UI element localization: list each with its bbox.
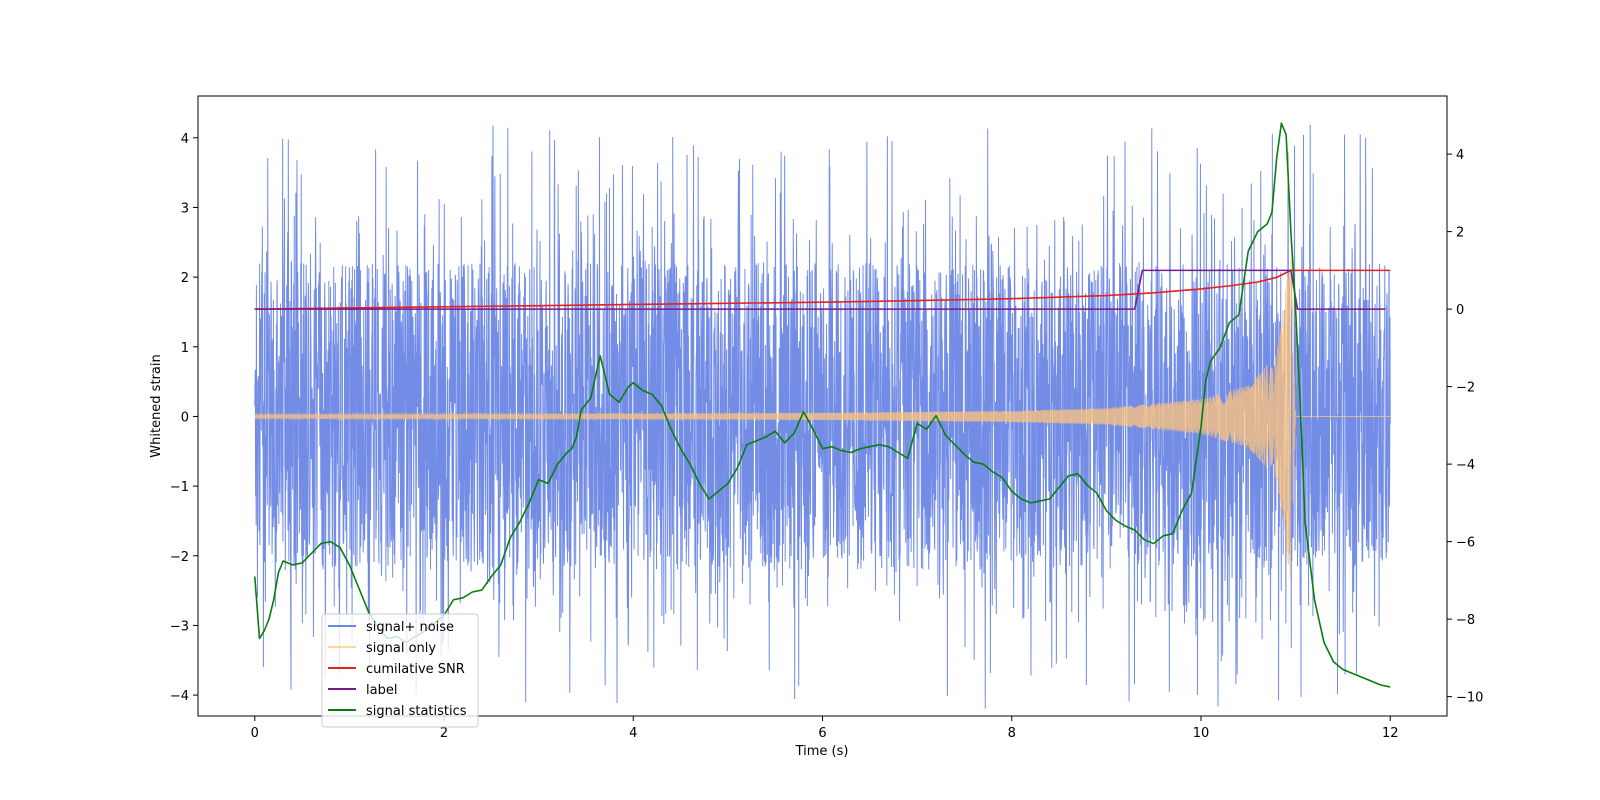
y-tick-label: 0 [181, 410, 189, 425]
y-axis-label: Whitened strain [149, 354, 164, 457]
series-label-line [254, 269, 1386, 310]
series-signal-only-line [254, 258, 1391, 578]
x-tick-label: 10 [1193, 726, 1210, 741]
x-tick-label: 6 [818, 726, 826, 741]
y-axis-left: −4 −3 −2 −1 0 1 2 3 4 [170, 132, 198, 704]
legend-label: cumilative SNR [366, 662, 465, 677]
x-tick-label: 2 [440, 726, 448, 741]
y2-tick-label: −2 [1456, 381, 1475, 396]
y-tick-label: 1 [181, 341, 189, 356]
legend-label: signal statistics [366, 704, 467, 719]
y2-tick-label: 0 [1456, 303, 1464, 318]
y2-tick-label: −4 [1456, 458, 1475, 473]
x-tick-label: 8 [1008, 726, 1016, 741]
y-tick-label: 3 [181, 201, 189, 216]
y2-tick-label: −10 [1456, 691, 1483, 706]
series-cumilative-snr-line [254, 269, 1391, 310]
y-tick-label: −2 [170, 550, 189, 565]
series-layer [253, 122, 1391, 709]
y-tick-label: 4 [181, 132, 189, 147]
x-tick-label: 4 [629, 726, 637, 741]
y2-tick-label: −8 [1456, 613, 1475, 628]
y-tick-label: −4 [170, 689, 189, 704]
y-axis-right: −10 −8 −6 −4 −2 0 2 4 [1447, 148, 1483, 706]
series-signal-statistics-line [253, 122, 1391, 688]
legend-label: signal+ noise [366, 620, 454, 635]
y2-tick-label: −6 [1456, 536, 1475, 551]
legend-label: label [366, 683, 397, 698]
legend-box [321, 613, 479, 728]
legend: signal+ noise signal only cumilative SNR la… [321, 613, 479, 728]
x-tick-label: 12 [1382, 726, 1399, 741]
legend-label: signal only [366, 641, 436, 656]
y2-tick-label: 2 [1456, 226, 1464, 241]
x-axis-label: Time (s) [795, 744, 849, 759]
y-tick-label: −3 [170, 619, 189, 634]
x-tick-label: 0 [251, 726, 259, 741]
y-tick-label: −1 [170, 480, 189, 495]
y-tick-label: 2 [181, 271, 189, 286]
y2-tick-label: 4 [1456, 148, 1464, 163]
